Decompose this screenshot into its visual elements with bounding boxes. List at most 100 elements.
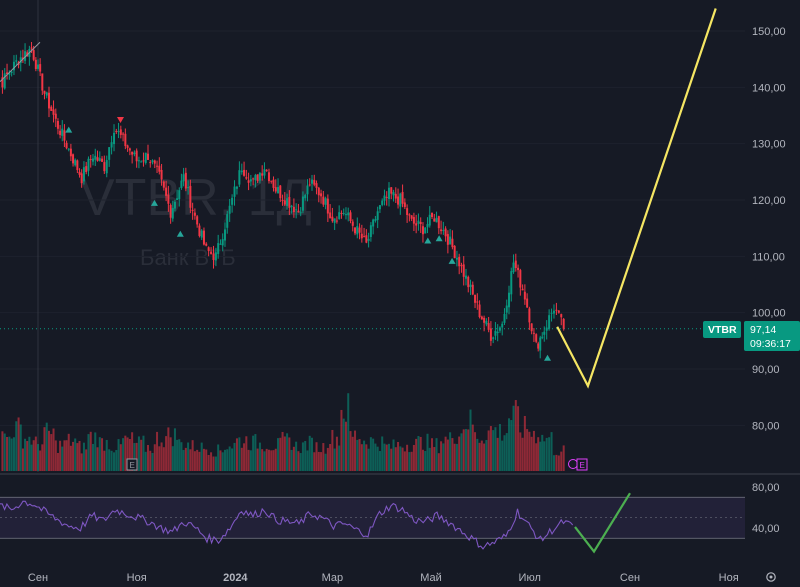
candle-body[interactable] [464,275,467,279]
candle-body[interactable] [367,238,370,241]
candle-body[interactable] [226,214,229,228]
candle-body[interactable] [530,323,533,332]
trend-line[interactable] [0,41,41,83]
candle-body[interactable] [82,167,85,182]
candle-body[interactable] [74,159,77,166]
candle-body[interactable] [494,330,497,336]
candle-body[interactable] [363,236,366,238]
candle-body[interactable] [202,230,205,245]
candle-body[interactable] [221,239,224,246]
last-price-badge[interactable]: VTBR 97,14 09:36:17 [703,321,800,351]
candle-body[interactable] [39,64,42,72]
candle-body[interactable] [333,218,336,223]
candle-body[interactable] [376,211,379,220]
candle-body[interactable] [374,219,377,221]
candle-body[interactable] [290,205,293,207]
rsi-pane[interactable] [0,492,745,554]
candle-body[interactable] [412,217,415,224]
candle-body[interactable] [342,212,345,214]
candle-body[interactable] [523,291,526,300]
candle-body[interactable] [417,220,420,224]
price-axis[interactable]: 150,00 140,00 130,00 120,00 110,00 100,00 90,0… [752,26,786,535]
candle-body[interactable] [545,327,548,331]
candle-body[interactable] [149,162,152,164]
candle-body[interactable] [512,262,515,273]
candle-body[interactable] [105,160,108,174]
candle-body[interactable] [200,230,203,238]
candle-body[interactable] [329,212,332,219]
candle-body[interactable] [537,343,540,349]
candle-body[interactable] [43,90,46,94]
candle-body[interactable] [442,230,445,232]
candle-body[interactable] [169,204,172,218]
candle-body[interactable] [165,187,168,196]
candle-body[interactable] [32,50,35,60]
candle-body[interactable] [320,193,323,197]
candle-body[interactable] [453,245,456,259]
candle-body[interactable] [108,147,111,160]
candle-body[interactable] [258,173,261,181]
candle-body[interactable] [47,92,50,109]
candle-body[interactable] [173,201,176,209]
candle-body[interactable] [21,57,24,59]
candle-body[interactable] [110,142,113,148]
candlesticks[interactable] [0,41,565,359]
candle-body[interactable] [311,179,314,184]
candle-body[interactable] [286,198,289,206]
candle-body[interactable] [510,271,513,295]
candle-body[interactable] [306,185,309,195]
candle-body[interactable] [552,310,555,314]
candle-body[interactable] [467,276,470,288]
candle-body[interactable] [37,64,39,69]
candle-body[interactable] [526,298,529,308]
candle-body[interactable] [205,243,208,246]
candle-body[interactable] [217,243,220,254]
candle-body[interactable] [541,336,544,338]
candle-body[interactable] [437,216,440,229]
candle-body[interactable] [539,337,542,351]
candle-body[interactable] [115,130,118,132]
candle-body[interactable] [440,229,443,232]
candle-body[interactable] [354,227,357,234]
candle-body[interactable] [233,186,236,197]
candle-body[interactable] [87,158,90,171]
candle-body[interactable] [385,196,388,198]
candle-body[interactable] [243,169,246,176]
candle-body[interactable] [34,59,37,70]
candle-body[interactable] [101,158,104,162]
candle-body[interactable] [6,72,9,75]
candle-body[interactable] [61,128,64,136]
candle-body[interactable] [12,61,15,71]
candle-body[interactable] [80,173,83,184]
candle-body[interactable] [69,148,72,157]
candle-body[interactable] [265,170,268,172]
candle-body[interactable] [433,218,436,222]
candle-body[interactable] [24,51,27,61]
candle-body[interactable] [347,212,350,216]
candle-body[interactable] [550,312,553,314]
candle-body[interactable] [390,187,393,194]
candle-body[interactable] [182,174,185,182]
candle-body[interactable] [397,196,400,205]
candle-body[interactable] [191,209,194,211]
rsi-projection-line[interactable] [574,492,631,554]
candle-body[interactable] [313,179,316,185]
candle-body[interactable] [158,165,161,172]
candle-body[interactable] [137,160,140,162]
candle-body[interactable] [131,151,134,155]
candle-body[interactable] [252,178,255,180]
candle-body[interactable] [277,187,280,194]
candle-body[interactable] [10,71,13,73]
candle-body[interactable] [317,187,320,196]
candle-body[interactable] [415,223,418,226]
candle-body[interactable] [476,301,479,303]
candle-body[interactable] [245,177,248,179]
candle-body[interactable] [126,145,129,148]
candle-body[interactable] [344,214,347,216]
candle-body[interactable] [67,148,70,150]
candle-body[interactable] [176,198,179,201]
candle-body[interactable] [501,323,504,328]
candle-body[interactable] [356,226,359,235]
candle-body[interactable] [489,328,492,341]
candle-body[interactable] [135,150,138,162]
